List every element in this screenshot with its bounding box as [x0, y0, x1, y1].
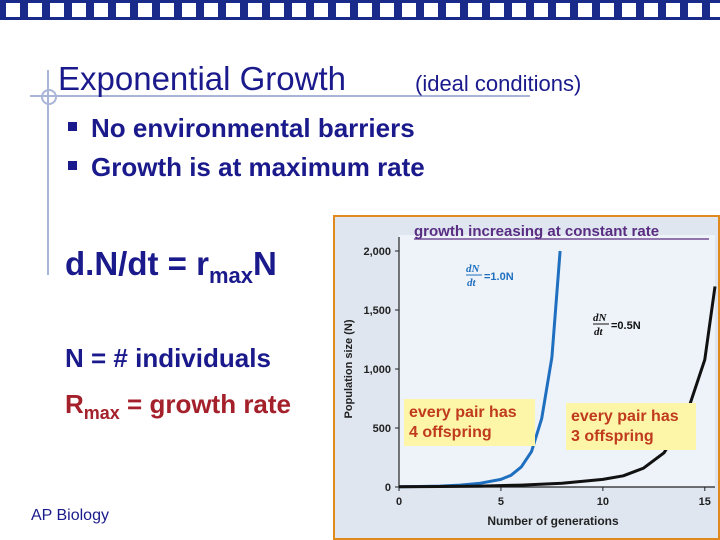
header-square: [94, 3, 108, 17]
bullet-list: No environmental barriers Growth is at m…: [68, 113, 425, 191]
bullet-text: No environmental barriers: [91, 113, 415, 143]
header-square: [182, 3, 196, 17]
header-square: [160, 3, 174, 17]
header-square: [292, 3, 306, 17]
header-square: [226, 3, 240, 17]
header-square: [28, 3, 42, 17]
series-label-rhs: =0.5N: [611, 320, 641, 332]
x-tick-label: 5: [498, 496, 504, 508]
header-square: [204, 3, 218, 17]
header-square: [402, 3, 416, 17]
header-square: [688, 3, 702, 17]
series-label-denominator: dt: [594, 326, 604, 338]
series-label-numerator: dN: [593, 312, 608, 324]
definition-subscript: max: [83, 403, 120, 423]
callout-text: every pair has: [409, 404, 517, 421]
header-square: [270, 3, 284, 17]
callout-text: every pair has: [571, 408, 679, 425]
header-square: [380, 3, 394, 17]
y-tick-label: 500: [373, 423, 391, 435]
definition-n: N = # individuals: [65, 335, 291, 381]
header-square: [424, 3, 438, 17]
equation-tail: N: [252, 245, 277, 282]
x-tick-label: 10: [597, 496, 609, 508]
y-tick-label: 0: [385, 482, 391, 494]
decorative-crosshair: [41, 89, 57, 105]
growth-equation: d.N/dt = rmaxN: [65, 245, 277, 289]
definition-rmax: Rmax = growth rate: [65, 381, 291, 436]
header-square: [358, 3, 372, 17]
y-tick-label: 1,000: [363, 364, 391, 376]
callout-box: [404, 399, 535, 446]
header-square: [600, 3, 614, 17]
bullet-square-icon: [68, 122, 77, 131]
callout-text: 3 offspring: [571, 428, 654, 445]
header-square: [248, 3, 262, 17]
header-square: [72, 3, 86, 17]
header-square: [336, 3, 350, 17]
definition-symbol: N: [65, 343, 84, 373]
header-square: [644, 3, 658, 17]
y-tick-label: 2,000: [363, 246, 391, 258]
header-square: [6, 3, 20, 17]
header-square: [622, 3, 636, 17]
header-square: [534, 3, 548, 17]
x-axis-label: Number of generations: [487, 514, 619, 528]
definition-text: = # individuals: [83, 343, 271, 373]
x-tick-label: 0: [396, 496, 402, 508]
definition-text: = growth rate: [119, 389, 292, 419]
header-square: [50, 3, 64, 17]
header-square: [116, 3, 130, 17]
callout-box: [566, 403, 696, 450]
decorative-horizontal-line: [30, 95, 530, 97]
header-square: [468, 3, 482, 17]
header-square: [314, 3, 328, 17]
definition-symbol: R: [65, 389, 84, 419]
header-square: [710, 3, 720, 17]
x-tick-label: 15: [699, 496, 711, 508]
definitions: N = # individuals Rmax = growth rate: [65, 335, 291, 436]
series-label-denominator: dt: [467, 277, 477, 289]
y-axis-label: Population size (N): [343, 319, 355, 418]
equation-subscript: max: [208, 263, 253, 288]
footer-label: AP Biology: [31, 507, 109, 524]
header-square: [666, 3, 680, 17]
slide-title: Exponential Growth: [58, 60, 346, 97]
header-square: [556, 3, 570, 17]
header-bar: [0, 0, 720, 20]
y-tick-label: 1,500: [363, 305, 391, 317]
bullet-item: No environmental barriers: [68, 113, 425, 144]
header-square: [512, 3, 526, 17]
header-square: [490, 3, 504, 17]
header-square: [578, 3, 592, 17]
decorative-vertical-line: [47, 70, 49, 275]
series-label-rhs: =1.0N: [484, 271, 514, 283]
header-square: [446, 3, 460, 17]
bullet-text: Growth is at maximum rate: [91, 152, 425, 182]
callout-text: 4 offspring: [409, 424, 492, 441]
series-label-numerator: dN: [466, 263, 481, 275]
slide-subtitle: (ideal conditions): [415, 71, 582, 96]
bullet-square-icon: [68, 161, 77, 170]
bullet-item: Growth is at maximum rate: [68, 152, 425, 183]
header-square: [138, 3, 152, 17]
chart-title: growth increasing at constant rate: [414, 223, 659, 240]
growth-chart: growth increasing at constant rate 0 500 1,…: [333, 215, 720, 540]
equation-lead: d.N/dt = r: [65, 245, 209, 282]
